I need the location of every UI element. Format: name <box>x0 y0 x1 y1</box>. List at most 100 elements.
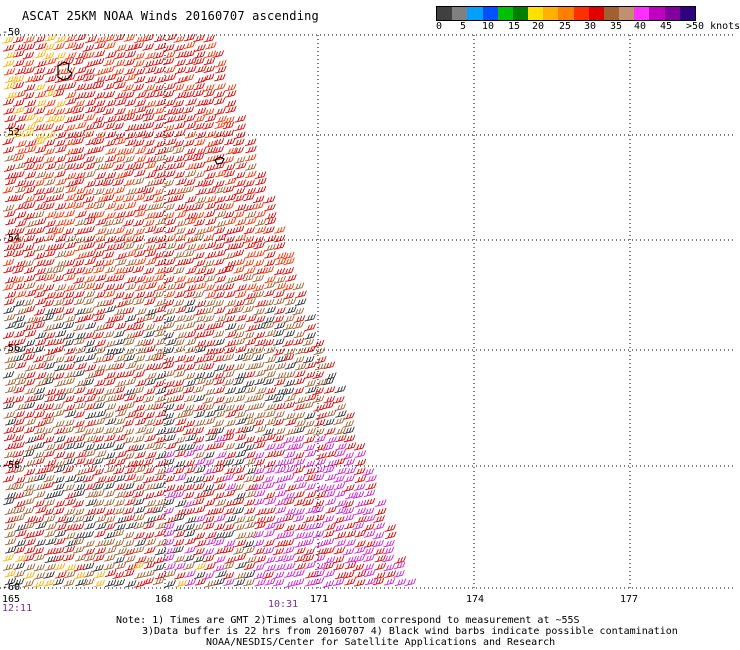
legend-swatch <box>467 7 483 20</box>
wind-barb <box>245 555 257 564</box>
wind-barb <box>323 569 336 578</box>
wind-barb <box>52 124 64 132</box>
wind-barb <box>274 307 286 315</box>
wind-barb <box>134 35 146 44</box>
wind-barb <box>154 329 166 338</box>
wind-barb <box>272 315 285 324</box>
wind-barb <box>95 218 107 226</box>
wind-barb <box>72 137 84 146</box>
wind-barb <box>323 418 335 426</box>
wind-barb <box>133 227 145 236</box>
wind-barb <box>192 435 205 444</box>
wind-barb <box>193 371 206 380</box>
wind-barb <box>244 417 256 426</box>
wind-barb <box>345 555 357 564</box>
wind-barb <box>104 475 117 483</box>
wind-barb <box>163 275 175 284</box>
wind-barb <box>105 363 117 371</box>
wind-barb <box>194 315 206 323</box>
wind-barb <box>45 210 57 219</box>
wind-barb <box>172 83 185 92</box>
wind-barb <box>123 388 136 396</box>
wind-barb <box>264 281 276 290</box>
wind-barb <box>383 539 395 548</box>
wind-barb <box>315 452 327 460</box>
wind-barb <box>223 396 235 404</box>
wind-barb <box>52 89 65 98</box>
wind-barb <box>375 499 387 507</box>
wind-barb <box>285 306 297 314</box>
wind-barb <box>23 468 36 476</box>
wind-barb <box>44 515 56 523</box>
wind-barb <box>253 489 266 498</box>
wind-barb <box>252 236 264 244</box>
wind-barb <box>244 515 256 523</box>
wind-barb <box>63 362 76 371</box>
wind-barb <box>142 267 155 275</box>
wind-barb <box>193 355 206 364</box>
wind-barb <box>244 385 257 394</box>
wind-barb <box>204 251 217 259</box>
wind-barb <box>303 435 316 444</box>
wind-barb <box>245 403 257 412</box>
wind-barb <box>123 452 135 460</box>
wind-barb <box>144 418 156 427</box>
wind-barb <box>344 561 357 570</box>
wind-barb <box>62 465 75 474</box>
wind-barb <box>222 378 235 387</box>
wind-barb <box>294 396 307 404</box>
wind-barb <box>263 363 276 372</box>
wind-barb <box>93 570 106 579</box>
wind-barb <box>53 114 66 123</box>
wind-barb <box>183 419 196 428</box>
wind-barb <box>92 482 104 491</box>
wind-barb <box>305 393 317 402</box>
wind-barb <box>253 241 265 250</box>
wind-barb <box>253 497 266 506</box>
wind-barb <box>73 113 85 122</box>
wind-barb <box>154 498 167 507</box>
wind-barb <box>53 313 65 322</box>
wind-barb <box>205 217 217 226</box>
wind-barb <box>292 435 305 443</box>
wind-barb <box>95 475 107 484</box>
wind-barb <box>84 364 97 372</box>
wind-barb <box>315 356 327 364</box>
wind-barb <box>282 339 294 347</box>
wind-barb <box>92 156 104 164</box>
wind-barb <box>134 146 147 155</box>
wind-barb <box>213 386 226 394</box>
wind-barb <box>133 404 146 412</box>
wind-barb <box>92 145 105 154</box>
wind-barb <box>13 425 25 434</box>
wind-barb <box>343 484 355 492</box>
wind-barb <box>252 530 264 539</box>
wind-barb <box>73 323 85 332</box>
wind-barb <box>173 146 185 155</box>
wind-barb <box>382 546 395 555</box>
wind-barb <box>144 403 157 411</box>
wind-barb <box>13 315 26 323</box>
wind-barb <box>172 490 185 499</box>
wind-barb <box>204 241 217 250</box>
wind-barb <box>322 377 335 386</box>
wind-barb <box>342 452 354 460</box>
wind-barb <box>123 514 136 522</box>
wind-barb <box>83 225 95 234</box>
wind-barb <box>54 363 66 372</box>
wind-barb <box>63 218 76 226</box>
lat-label: -60 <box>2 582 21 593</box>
wind-barb <box>115 516 127 524</box>
wind-barb <box>63 457 76 466</box>
wind-barb <box>92 564 104 572</box>
wind-barb <box>4 339 17 348</box>
wind-barb <box>153 273 165 282</box>
wind-barb <box>23 66 35 75</box>
time-label-center: 10:31 <box>268 599 299 610</box>
wind-barb <box>205 41 217 50</box>
wind-barb <box>243 570 256 579</box>
wind-barb <box>223 364 235 372</box>
wind-barb <box>104 265 117 274</box>
wind-barb <box>204 146 217 155</box>
wind-barb <box>23 305 36 313</box>
